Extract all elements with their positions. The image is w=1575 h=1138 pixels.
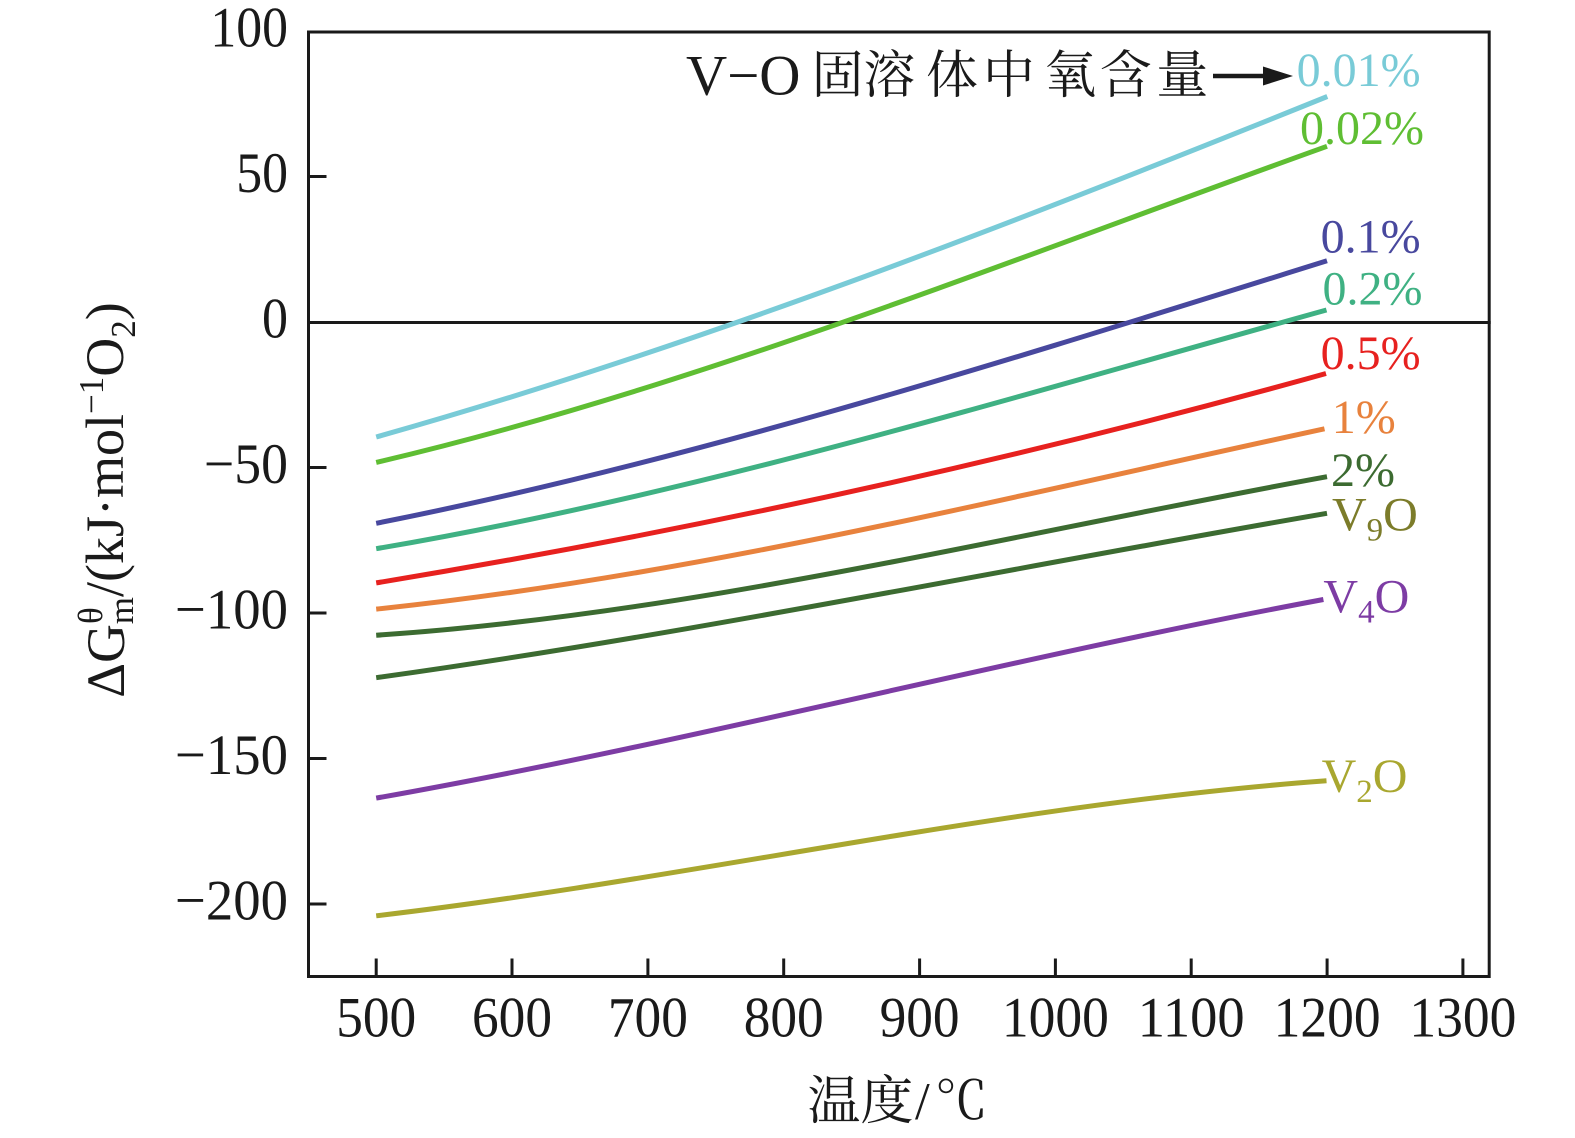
svg-text:0.5%: 0.5% bbox=[1321, 327, 1421, 380]
svg-text:V−O: V−O bbox=[686, 44, 800, 107]
svg-text:1%: 1% bbox=[1332, 391, 1396, 444]
svg-text:ΔGθm/(kJ·mol−1O2): ΔGθm/(kJ·mol−1O2) bbox=[71, 302, 143, 697]
svg-text:700: 700 bbox=[608, 987, 688, 1050]
svg-text:1200: 1200 bbox=[1274, 987, 1381, 1050]
svg-text:600: 600 bbox=[472, 987, 552, 1050]
svg-text:/: / bbox=[915, 1073, 930, 1131]
svg-text:900: 900 bbox=[880, 987, 960, 1050]
svg-text:50: 50 bbox=[236, 142, 288, 205]
svg-text:800: 800 bbox=[744, 987, 824, 1050]
svg-text:500: 500 bbox=[336, 987, 416, 1050]
svg-text:1000: 1000 bbox=[1002, 987, 1109, 1050]
svg-text:−150: −150 bbox=[175, 724, 288, 787]
svg-text:−50: −50 bbox=[204, 433, 288, 496]
svg-text:−100: −100 bbox=[175, 579, 288, 642]
svg-text:0.01%: 0.01% bbox=[1297, 44, 1421, 97]
svg-text:0.1%: 0.1% bbox=[1321, 211, 1421, 264]
svg-text:100: 100 bbox=[210, 0, 288, 60]
svg-text:1100: 1100 bbox=[1138, 987, 1245, 1050]
svg-text:1300: 1300 bbox=[1409, 987, 1516, 1050]
svg-text:2%: 2% bbox=[1331, 444, 1395, 497]
svg-text:−200: −200 bbox=[175, 870, 288, 933]
svg-text:0.2%: 0.2% bbox=[1323, 262, 1423, 315]
svg-text:0.02%: 0.02% bbox=[1300, 102, 1424, 155]
svg-text:0: 0 bbox=[262, 288, 288, 351]
